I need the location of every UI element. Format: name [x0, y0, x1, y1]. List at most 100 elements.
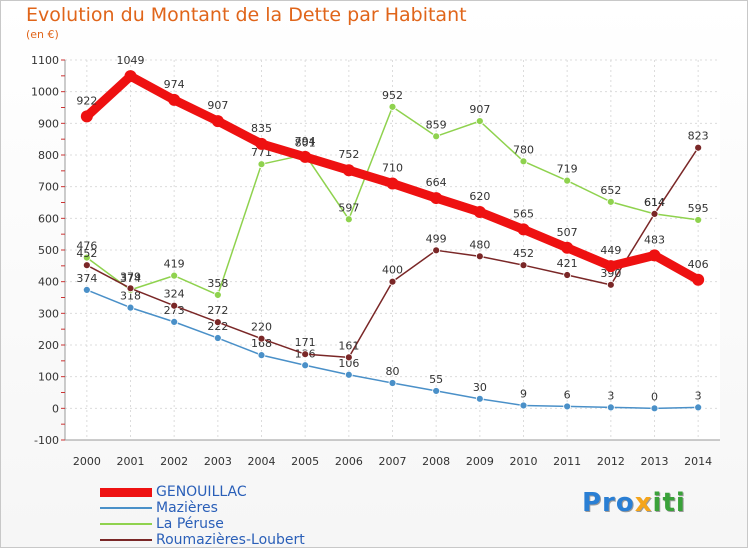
data-point [517, 223, 530, 236]
data-point [82, 285, 91, 294]
x-tick-label: 2009 [466, 455, 494, 468]
data-point [692, 273, 705, 286]
data-point [299, 150, 312, 163]
data-point [82, 261, 91, 270]
data-point [213, 318, 222, 327]
data-label: 907 [469, 103, 490, 116]
data-point [473, 206, 486, 218]
data-point [213, 334, 222, 342]
legend-item: La Péruse [100, 516, 305, 532]
legend-label: GENOUILLAC [156, 484, 247, 500]
data-point [519, 261, 528, 270]
data-label: 449 [600, 244, 621, 257]
y-tick-label: 700 [38, 181, 59, 194]
data-label: 794 [295, 135, 316, 148]
data-label: 80 [386, 365, 400, 378]
logo-part-1: Pro [582, 488, 635, 518]
data-label: 823 [688, 130, 709, 143]
data-label: 272 [207, 304, 228, 317]
data-point [80, 110, 93, 123]
y-tick-label: 0 [52, 402, 59, 415]
data-label: 358 [207, 277, 228, 290]
data-point [388, 102, 397, 111]
data-point [170, 271, 179, 280]
data-point [648, 249, 661, 262]
data-label: 719 [557, 163, 578, 176]
data-label: 597 [338, 201, 359, 214]
x-tick-label: 2012 [597, 455, 625, 468]
data-point [563, 176, 572, 185]
legend-label: La Péruse [156, 516, 224, 532]
x-tick-label: 2004 [248, 455, 276, 468]
x-tick-label: 2013 [641, 455, 669, 468]
data-point [650, 209, 659, 218]
data-point [213, 291, 222, 299]
data-label: 835 [251, 122, 272, 135]
y-tick-label: 600 [38, 212, 59, 225]
data-point [650, 404, 659, 413]
data-label: 452 [513, 247, 534, 260]
data-point [255, 137, 268, 150]
legend-item: GENOUILLAC [100, 484, 305, 500]
proxiti-logo: Proxiti [582, 488, 686, 518]
x-tick-label: 2002 [160, 455, 188, 468]
data-label: 710 [382, 162, 403, 175]
x-tick-label: 2011 [553, 455, 581, 468]
data-label: 952 [382, 89, 403, 102]
data-label: 6 [564, 388, 571, 401]
x-tick-label: 2014 [684, 455, 712, 468]
legend-item: Roumazières-Loubert [100, 532, 305, 548]
data-label: 652 [600, 184, 621, 197]
data-label: 780 [513, 143, 534, 156]
data-point [344, 370, 353, 379]
y-tick-label: 1000 [31, 86, 59, 99]
data-label: 161 [338, 339, 359, 352]
data-point [475, 252, 484, 261]
data-point [170, 317, 179, 326]
data-point [344, 353, 353, 362]
data-point [126, 284, 135, 293]
data-point [301, 361, 310, 370]
data-label: 595 [688, 202, 709, 215]
data-point [126, 303, 135, 312]
data-label: 390 [600, 267, 621, 280]
logo-part-3: iti [652, 488, 686, 518]
data-point [257, 351, 266, 360]
data-point [430, 192, 443, 205]
legend: GENOUILLAC Mazières La Péruse Roumazières-L… [100, 484, 305, 548]
data-point [124, 70, 137, 83]
data-point [342, 164, 355, 177]
y-tick-label: 400 [38, 276, 59, 289]
data-point [432, 387, 441, 395]
data-label: 974 [164, 78, 185, 91]
data-point [561, 241, 574, 254]
data-label: 664 [426, 176, 447, 189]
data-label: 374 [120, 272, 141, 285]
logo-part-2: x [634, 488, 653, 518]
data-point [563, 402, 572, 411]
data-point [432, 246, 441, 255]
data-label: 3 [607, 389, 614, 402]
data-label: 452 [76, 247, 97, 260]
y-tick-label: 900 [38, 117, 59, 130]
data-label: 379 [120, 270, 141, 283]
data-point [301, 350, 310, 359]
data-label: 476 [76, 240, 97, 253]
y-tick-label: 500 [38, 244, 59, 257]
data-label: 499 [426, 232, 447, 245]
data-label: 318 [120, 290, 141, 303]
data-point [563, 271, 572, 279]
data-label: 324 [164, 288, 185, 301]
data-point [606, 403, 615, 412]
data-label: 801 [295, 137, 316, 150]
legend-item: Mazières [100, 500, 305, 516]
data-point [604, 260, 617, 273]
data-label: 483 [644, 233, 665, 246]
data-point [606, 280, 615, 289]
data-point [257, 334, 266, 343]
data-point [475, 117, 484, 126]
data-point [344, 215, 353, 224]
x-tick-label: 2008 [422, 455, 450, 468]
data-point [386, 177, 399, 190]
data-label: 620 [469, 190, 490, 203]
